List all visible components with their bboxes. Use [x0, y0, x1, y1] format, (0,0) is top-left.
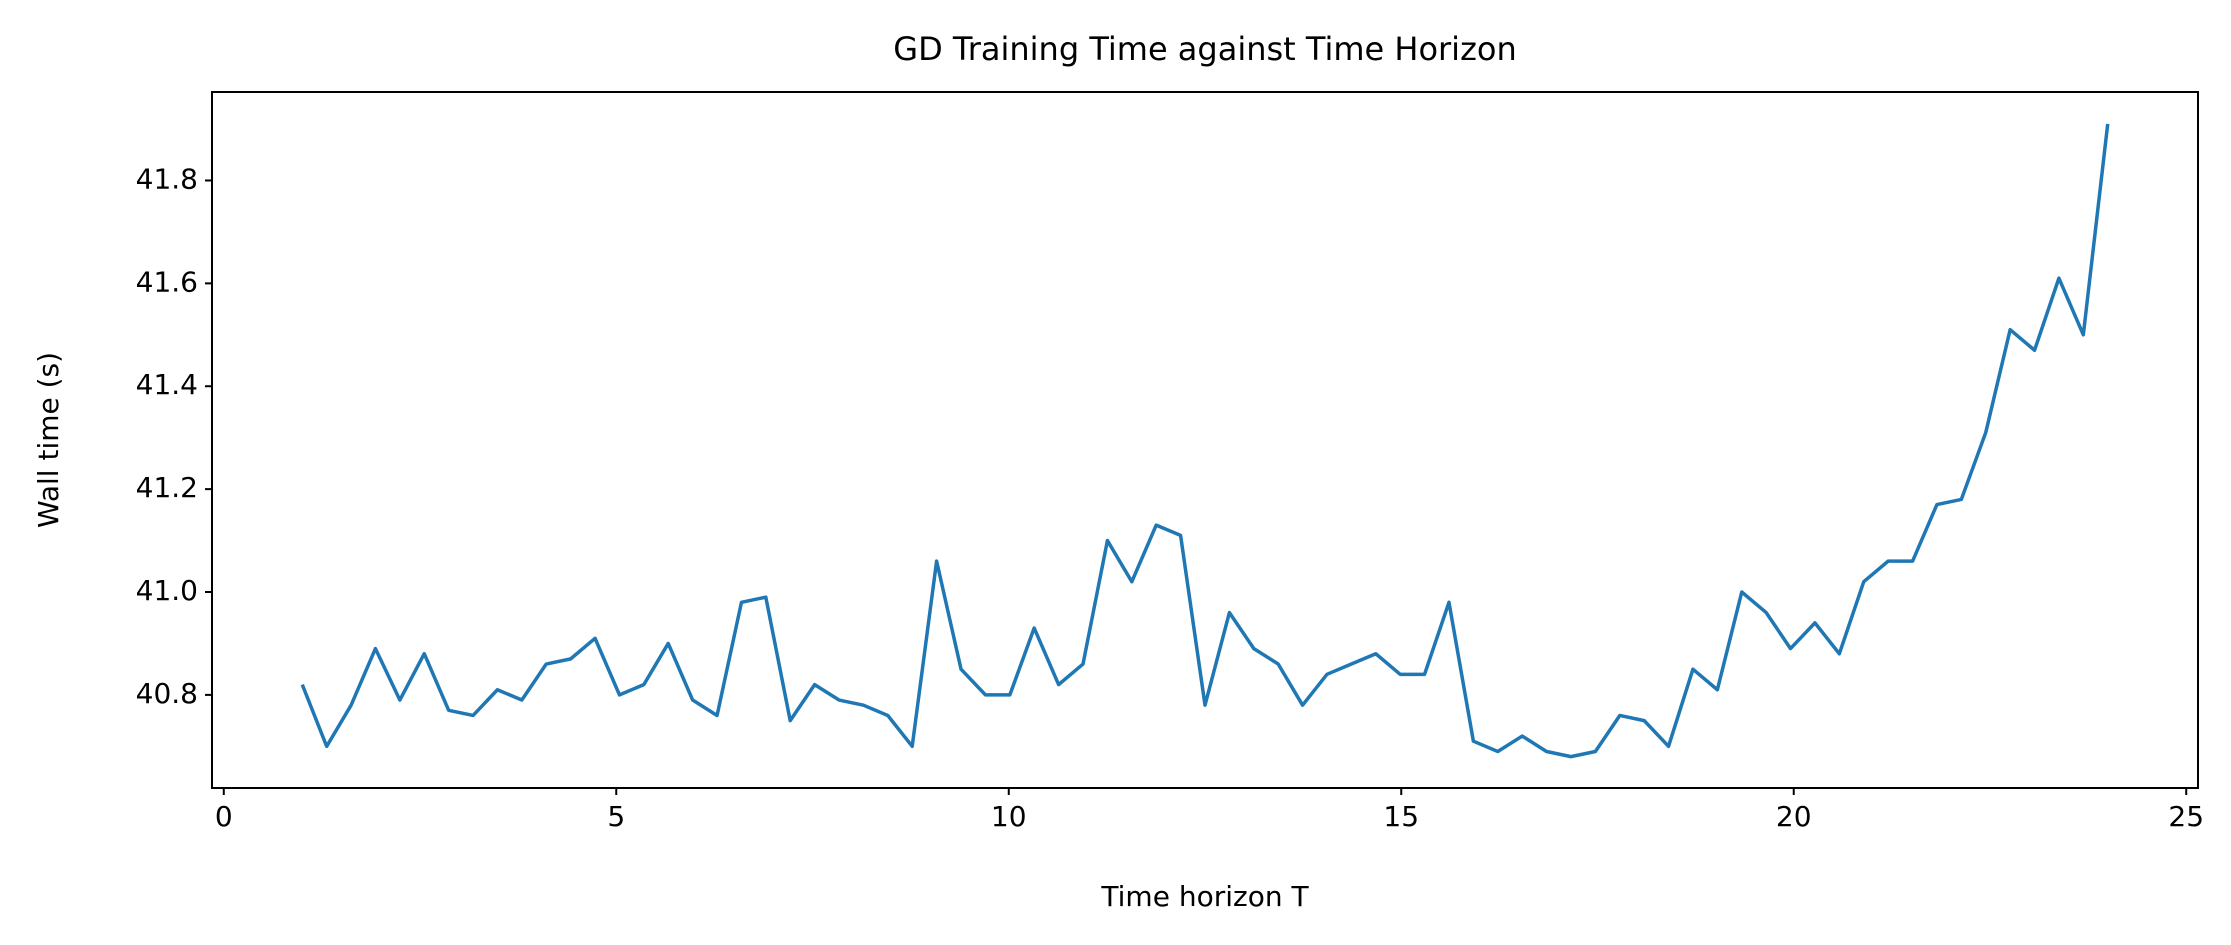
y-axis-label: Wall time (s) [32, 352, 65, 528]
y-tick-label: 41.0 [136, 574, 198, 607]
y-tick-label: 41.6 [136, 265, 198, 298]
y-tick-label: 41.4 [136, 368, 198, 401]
chart-title: GD Training Time against Time Horizon [893, 30, 1516, 68]
x-tick-label: 5 [607, 800, 625, 833]
x-tick-label: 0 [215, 800, 233, 833]
x-tick-label: 25 [2168, 800, 2204, 833]
x-tick-label: 15 [1383, 800, 1419, 833]
y-tick-label: 41.8 [136, 162, 198, 195]
y-tick-label: 40.8 [136, 677, 198, 710]
data-line [300, 123, 2110, 759]
x-axis-label: Time horizon T [1100, 880, 1309, 913]
x-tick-label: 10 [991, 800, 1027, 833]
x-tick-label: 20 [1776, 800, 1812, 833]
axes-frame [211, 91, 2199, 789]
y-tick-label: 41.2 [136, 471, 198, 504]
